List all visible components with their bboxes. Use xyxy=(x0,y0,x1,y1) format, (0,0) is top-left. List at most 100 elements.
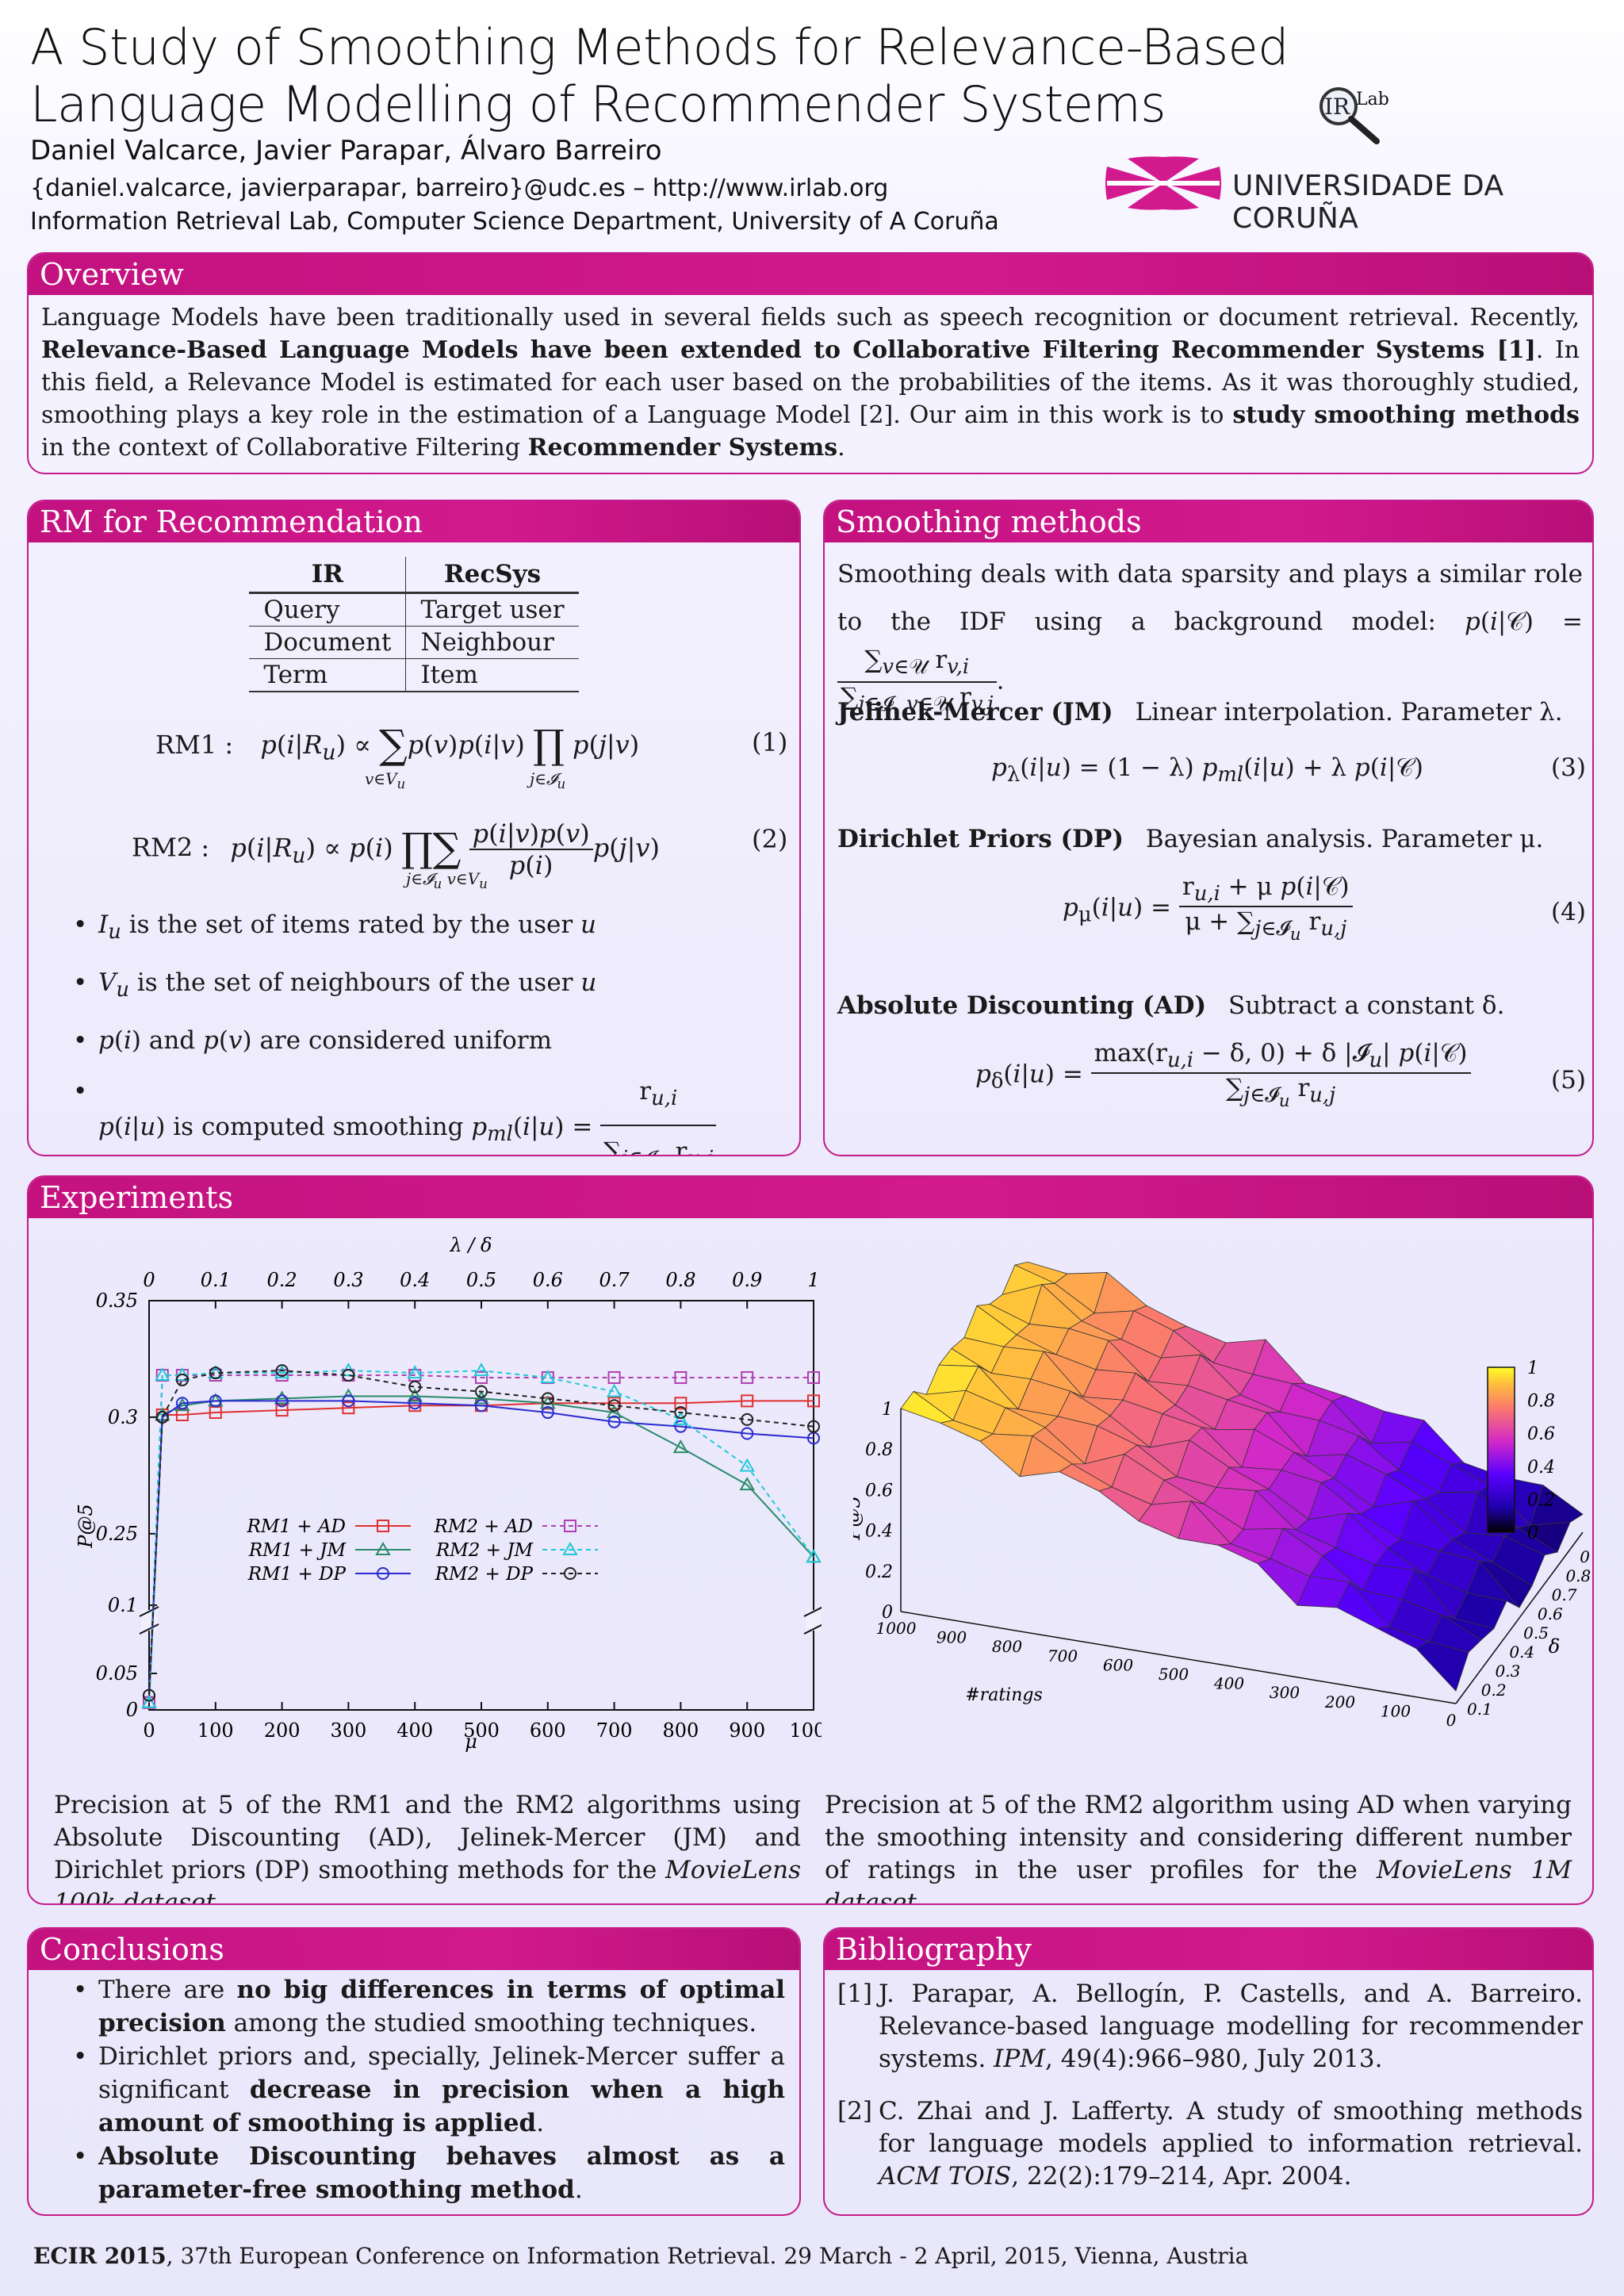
series-line xyxy=(148,1374,814,1703)
legend-label: RM2 + JM xyxy=(435,1540,534,1561)
x2-tick-label: 0.8 xyxy=(665,1269,695,1291)
overview-section: Overview Language Models have been tradi… xyxy=(27,252,1594,474)
overview-p3-bold: Recommender Systems xyxy=(527,434,838,462)
data-point xyxy=(209,1366,222,1380)
list-item: Iu is the set of items rated by the user… xyxy=(70,899,783,957)
c1-end: among the studied smoothing techniques. xyxy=(225,2009,757,2037)
data-point xyxy=(739,1477,755,1491)
x-tick-label: 600 xyxy=(1103,1655,1133,1674)
y-tick-label: 0.1 xyxy=(1467,1700,1492,1719)
eq1-number: (1) xyxy=(752,727,788,757)
series-line xyxy=(148,1370,814,1703)
list-item: p(i) and p(v) are considered uniform xyxy=(70,1015,783,1066)
axis-break-gap xyxy=(141,1610,157,1631)
overview-p2-bold: study smoothing methods xyxy=(1232,401,1580,429)
x-tick-label: 1000 xyxy=(876,1619,917,1638)
data-point xyxy=(275,1364,289,1378)
ref1-tail: , 49(4):966–980, July 2013. xyxy=(1045,2045,1383,2073)
plot-border xyxy=(148,1300,814,1711)
z-axis-label: P@5 xyxy=(853,1496,864,1540)
chart-y-label: P@5 xyxy=(75,1504,97,1548)
z-tick-label: 0.8 xyxy=(865,1440,893,1460)
table-cell: Item xyxy=(405,658,579,692)
chart-x-label: μ xyxy=(465,1731,477,1753)
x-tick-label: 0 xyxy=(143,1719,155,1742)
data-point xyxy=(674,1397,688,1410)
x-tick-label: 400 xyxy=(396,1719,433,1742)
smoothing-intro-text: Smoothing deals with data sparsity and p… xyxy=(837,560,1583,636)
data-point xyxy=(175,1373,189,1386)
data-point xyxy=(155,1367,170,1382)
data-point xyxy=(407,1365,423,1379)
poster-title: A Study of Smoothing Methods for Relevan… xyxy=(30,19,1289,133)
colorbar: 0 0.2 0.4 0.6 0.8 1 xyxy=(1487,1359,1555,1543)
x-tick-label: 500 xyxy=(1159,1665,1189,1684)
colorbar-tick-label: 1 xyxy=(1527,1359,1538,1378)
data-point xyxy=(475,1399,488,1412)
c3-bold: Absolute Discounting behaves almost as a… xyxy=(98,2142,785,2204)
caption-right-text: Precision at 5 of the RM2 algorithm usin… xyxy=(825,1791,1572,1884)
overview-p3: in the context of Collaborative Filterin… xyxy=(41,434,528,462)
x-axis-line xyxy=(900,1611,1457,1704)
y-tick-label: 0.2 xyxy=(1481,1681,1507,1700)
y-axis-line xyxy=(1455,1531,1584,1704)
axis-break-gap xyxy=(806,1610,822,1631)
surface-chart: 1000 900 800 700 600 500 400 300 200 100 0#ratings… xyxy=(853,1261,1591,1730)
bullet-text: is computed smoothing xyxy=(173,1113,464,1142)
table-header-ir: IR xyxy=(249,557,407,594)
y-tick-label: 0.25 xyxy=(96,1523,138,1545)
x-tick-label: 900 xyxy=(936,1628,967,1647)
colorbar-tick-label: 0.2 xyxy=(1527,1490,1555,1510)
data-point xyxy=(541,1406,554,1420)
colorbar-tick-label: 0.6 xyxy=(1527,1424,1555,1444)
caption-left-text: Precision at 5 of the RM1 and the RM2 al… xyxy=(54,1791,801,1884)
eq5-number: (5) xyxy=(1551,1066,1586,1094)
x2-tick-label: 0.6 xyxy=(533,1269,563,1291)
legend-label: RM1 + JM xyxy=(248,1540,347,1561)
data-point xyxy=(275,1404,289,1417)
x-tick-label: 300 xyxy=(1270,1683,1300,1702)
table-cell: Neighbour xyxy=(405,626,579,659)
footer-conf: ECIR 2015 xyxy=(33,2243,167,2269)
rm2-label: RM2 : xyxy=(132,832,210,863)
c1-text: There are xyxy=(98,1976,237,2004)
table-cell: Term xyxy=(249,658,407,692)
y-tick-label: 0 xyxy=(126,1699,138,1721)
ad-equation: pδ(i|u) = max(ru,i − δ, 0) + δ |𝓘u| p(i|… xyxy=(975,1039,1471,1112)
bullet-text: and xyxy=(148,1026,196,1056)
data-point xyxy=(741,1427,754,1440)
rm-bullet-list: Iu is the set of items rated by the user… xyxy=(70,899,783,1155)
udc-logo: UNIVERSIDADE DA CORUÑA xyxy=(1104,155,1580,235)
ir-recsys-table: IR RecSys Query Target user Document Neigh… xyxy=(249,557,579,692)
data-point xyxy=(540,1369,556,1383)
x-tick-label: 200 xyxy=(264,1719,301,1742)
legend-marker xyxy=(564,1567,576,1580)
ref2-number: [2] xyxy=(837,2097,872,2125)
data-point xyxy=(741,1394,754,1408)
ref2-journal: ACM TOIS xyxy=(879,2162,1012,2191)
colorbar-tick-label: 0.4 xyxy=(1527,1458,1555,1478)
x-tick-label: 500 xyxy=(463,1719,500,1742)
c2-text: Dirichlet priors and, specially, Jelinek… xyxy=(98,2042,785,2104)
y-tick-labels-upper: 0.35 0.3 0.25 0.1 xyxy=(96,1290,157,1616)
smoothing-intro: Smoothing deals with data sparsity and p… xyxy=(837,560,1583,717)
y-tick-label: 0.3 xyxy=(1496,1662,1521,1681)
svg-text:IR: IR xyxy=(1324,94,1350,120)
caption-left: Precision at 5 of the RM1 and the RM2 al… xyxy=(54,1789,801,1903)
data-point xyxy=(209,1394,222,1408)
bibliography-heading: Bibliography xyxy=(825,1929,1592,1970)
dp-line: Dirichlet Priors (DP) Bayesian analysis.… xyxy=(837,825,1543,853)
legend-marker xyxy=(375,1541,391,1555)
data-point xyxy=(475,1370,488,1384)
x-tick-label: 200 xyxy=(1324,1692,1355,1711)
x-tick-label: 800 xyxy=(662,1719,699,1742)
series-line xyxy=(148,1400,814,1703)
list-item: Vu is the set of neighbours of the user … xyxy=(70,957,783,1015)
jm-equation: pλ(i|u) = (1 − λ) pml(i|u) + λ p(i|𝒞) xyxy=(991,753,1423,788)
list-item: Dirichlet priors and, specially, Jelinek… xyxy=(70,2040,785,2140)
experiments-section: Experiments λ / δ 0 0.1 0.2 0.3 0.4 0.5 0.6 0.7… xyxy=(27,1175,1594,1905)
ref1-number: [1] xyxy=(837,1980,872,2008)
caption-right: Precision at 5 of the RM2 algorithm usin… xyxy=(825,1789,1572,1903)
data-point xyxy=(407,1388,423,1402)
data-point xyxy=(741,1370,754,1384)
